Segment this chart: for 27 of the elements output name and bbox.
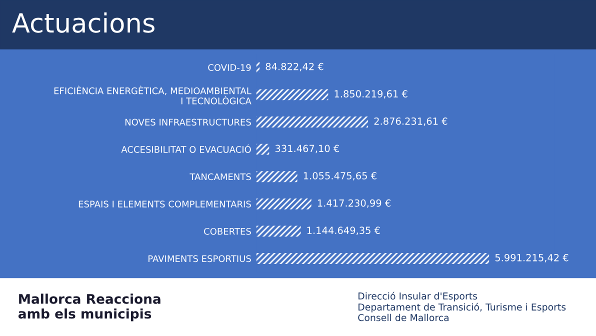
chart-title: Actuacions: [12, 12, 154, 33]
data-label: 84.822,42 €: [266, 62, 324, 72]
data-label: 2.876.231,61 €: [374, 117, 448, 126]
data-label: 5.991.215,42 €: [495, 254, 568, 262]
bar: [256, 62, 260, 73]
y-tick-label: ACCESIBILITAT O EVACUACIÓ: [121, 144, 251, 153]
bar: [256, 116, 368, 128]
bar: [256, 89, 328, 100]
bar: [256, 144, 270, 155]
data-label: 1.144.649,35 €: [307, 226, 380, 236]
data-label: 1.055.475,65 €: [304, 172, 376, 180]
data-label: 1.417.230,99 €: [318, 199, 390, 208]
y-tick-label: ESPAIS I ELEMENTS COMPLEMENTARIS: [78, 200, 251, 208]
bar: [256, 253, 490, 264]
text: Mallorca Reacciona amb els municipis: [18, 294, 160, 322]
y-tick-label: TANCAMENTS: [190, 173, 251, 180]
y-tick-label: COBERTES: [204, 228, 251, 235]
bar: [256, 226, 301, 237]
y-tick-label: PAVIMENTS ESPORTIUS: [148, 255, 251, 262]
data-label: 331.467,10 €: [275, 144, 340, 154]
y-tick-label: NOVES INFRAESTRUCTURES: [125, 118, 251, 126]
y-tick-label: EFICIÈNCIA ENERGÈTICA, MEDIOAMBIENTAL I TECNOLÒGICA: [54, 86, 252, 104]
bar: [256, 171, 298, 182]
bar: [256, 198, 312, 210]
data-label: 1.850.219,61 €: [334, 90, 408, 99]
text: Direcció Insular d'Esports Departament de Transició, Turisme i Esports Consell de Mallorca: [358, 292, 566, 322]
y-tick-label: COVID-19: [208, 64, 251, 71]
